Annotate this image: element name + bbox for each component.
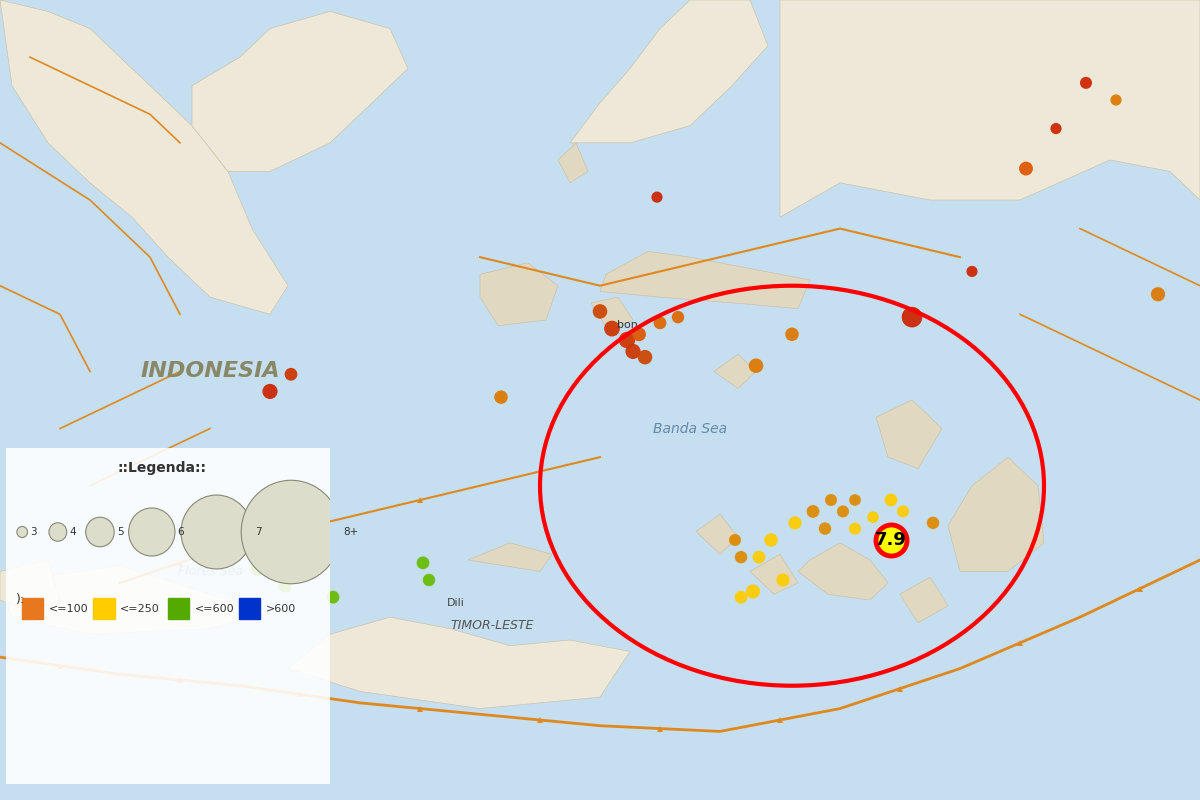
Polygon shape [948, 457, 1044, 571]
Bar [22, 598, 43, 619]
Polygon shape [600, 251, 810, 309]
Text: 4: 4 [70, 527, 76, 537]
Text: Banda Sea: Banda Sea [653, 422, 727, 435]
Circle shape [17, 526, 28, 538]
Point [962, 265, 982, 278]
Polygon shape [468, 543, 552, 571]
Bar [239, 598, 260, 619]
Point [647, 190, 666, 203]
Circle shape [49, 522, 67, 542]
Point [881, 534, 900, 546]
Polygon shape [288, 617, 630, 709]
Point [804, 505, 823, 518]
Point [732, 590, 751, 603]
Point [924, 517, 943, 530]
Polygon shape [714, 354, 756, 389]
Text: 7.9: 7.9 [875, 531, 907, 549]
Point [492, 390, 511, 403]
Polygon shape [592, 297, 634, 331]
Polygon shape [798, 543, 888, 600]
Polygon shape [900, 577, 948, 623]
Point [902, 310, 922, 323]
Text: 8+: 8+ [343, 527, 359, 537]
Point [590, 305, 610, 318]
Point [881, 494, 900, 506]
Point [845, 522, 864, 535]
Polygon shape [876, 400, 942, 469]
Text: <=250: <=250 [120, 604, 160, 614]
Point [617, 334, 636, 346]
Text: 5: 5 [116, 527, 124, 537]
Text: bon: bon [617, 319, 637, 330]
Text: <=600: <=600 [194, 604, 234, 614]
Text: <=100: <=100 [49, 604, 89, 614]
Point [420, 574, 439, 586]
Text: >600: >600 [266, 604, 296, 614]
Point [1076, 77, 1096, 90]
Circle shape [85, 518, 114, 546]
Bar [168, 598, 190, 619]
Point [668, 310, 688, 323]
Polygon shape [192, 11, 408, 171]
Bar [94, 598, 114, 619]
Polygon shape [696, 514, 738, 554]
Polygon shape [570, 0, 768, 143]
Polygon shape [780, 0, 1200, 217]
Point [749, 550, 769, 563]
Polygon shape [0, 566, 270, 634]
Point [816, 522, 835, 535]
Circle shape [128, 508, 175, 556]
Polygon shape [750, 554, 798, 594]
Point [630, 328, 649, 341]
Text: INDONESIA: INDONESIA [140, 362, 280, 382]
Point [281, 368, 300, 381]
Polygon shape [0, 0, 288, 314]
Point [602, 322, 622, 335]
Point [1148, 288, 1168, 301]
Polygon shape [480, 263, 558, 326]
Polygon shape [558, 143, 588, 183]
Circle shape [181, 495, 252, 569]
Text: 6: 6 [178, 527, 184, 537]
Text: TIMOR-LESTE: TIMOR-LESTE [450, 619, 534, 632]
Text: 3: 3 [30, 527, 37, 537]
Point [1106, 94, 1126, 106]
Point [1016, 162, 1036, 175]
Text: Flores Sea: Flores Sea [178, 565, 242, 578]
Point [746, 359, 766, 372]
Point [260, 385, 280, 398]
Point [324, 590, 343, 603]
Point [650, 317, 670, 330]
Point [732, 550, 751, 563]
Point [413, 557, 433, 570]
Point [276, 579, 295, 592]
Text: ):: ): [16, 593, 25, 606]
Point [636, 350, 655, 363]
Text: Dili: Dili [448, 598, 464, 608]
Point [774, 574, 793, 586]
Point [1046, 122, 1066, 135]
Circle shape [241, 480, 341, 584]
Text: ::Legenda::: ::Legenda:: [118, 461, 206, 475]
Point [248, 562, 268, 575]
Point [894, 505, 913, 518]
Point [725, 534, 744, 546]
Polygon shape [0, 560, 60, 611]
Point [864, 510, 883, 523]
Point [821, 494, 840, 506]
Point [762, 534, 781, 546]
Point [624, 345, 643, 358]
Point [845, 494, 864, 506]
Point [782, 328, 802, 341]
Point [744, 585, 763, 598]
Text: 7: 7 [254, 527, 262, 537]
Point [786, 517, 805, 530]
Point [834, 505, 853, 518]
